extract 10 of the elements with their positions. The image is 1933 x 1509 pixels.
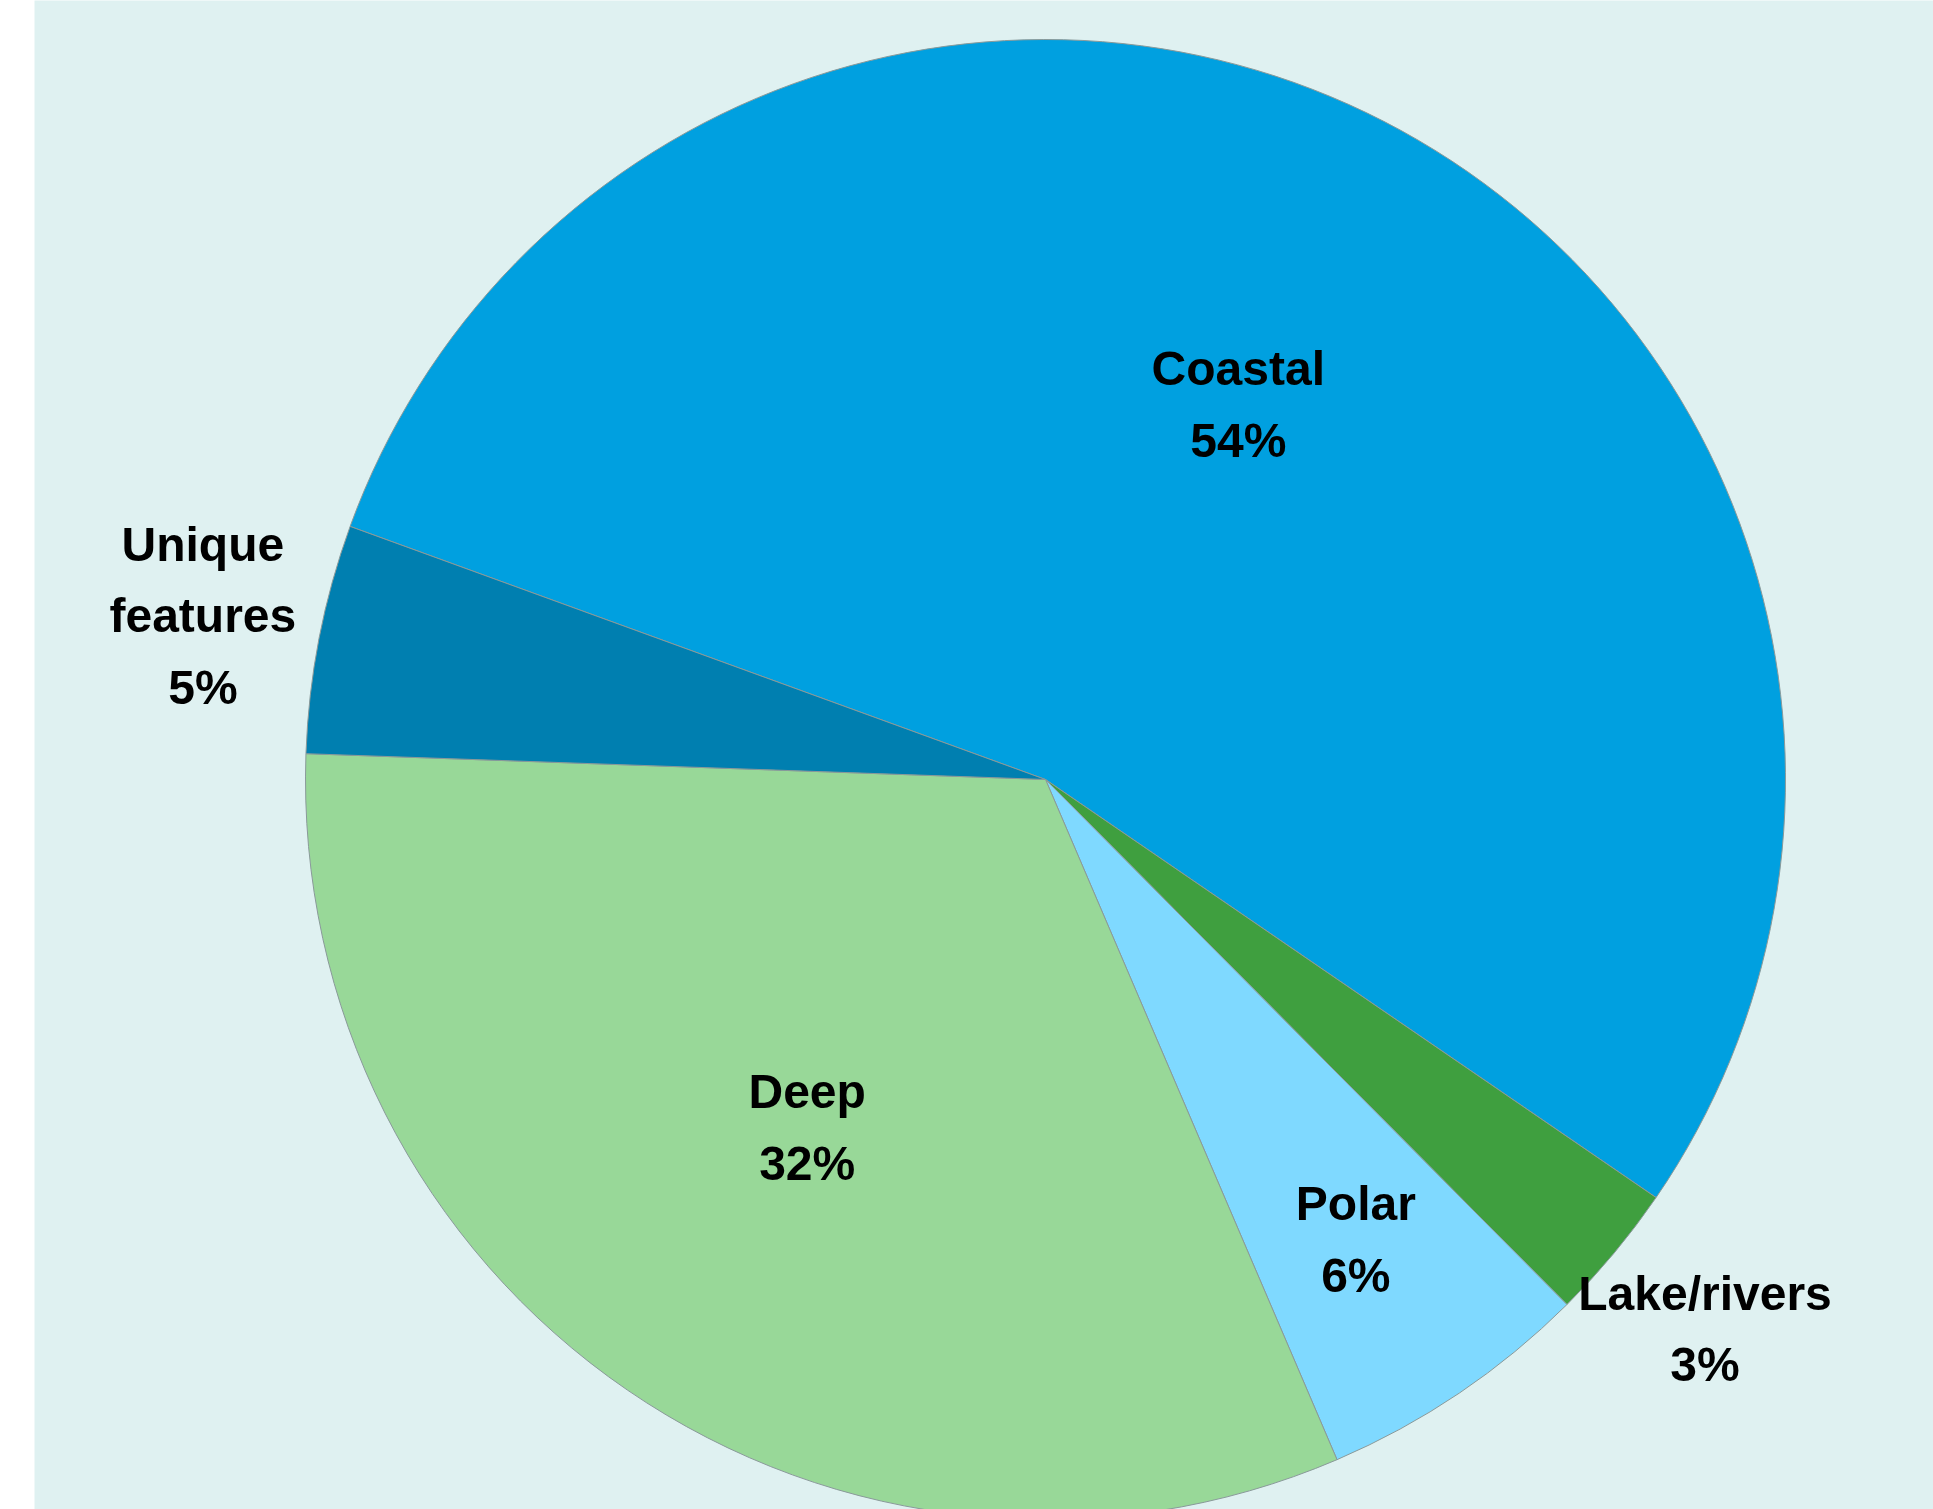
data-label: 54% [1190,413,1287,467]
data-label: 6% [1321,1248,1391,1302]
slice-label: Unique features [109,517,297,643]
data-label: 5% [168,660,238,714]
slice-label: Lake/rivers [1578,1266,1832,1320]
slice-label: Polar [1295,1177,1416,1231]
data-label: 3% [1670,1338,1740,1392]
slice-label: Deep [748,1065,866,1119]
data-label: 32% [759,1136,856,1190]
slice-label: Coastal [1151,342,1325,396]
